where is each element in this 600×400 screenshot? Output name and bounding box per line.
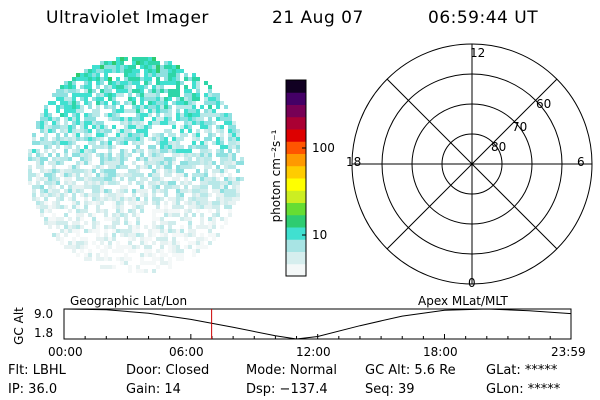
mlt-label-6: 6: [577, 155, 585, 169]
time-label: 06:59:44 UT: [428, 8, 539, 28]
colorbar-segment: [286, 239, 306, 252]
seq-status: Seq: 39: [365, 382, 415, 397]
colorbar-segment: [286, 263, 306, 277]
mlt-label-0: 0: [468, 276, 476, 290]
colorbar-segment: [286, 178, 306, 191]
instrument-title: Ultraviolet Imager: [46, 8, 209, 28]
filter-status: Flt: LBHL: [8, 363, 66, 378]
altitude-xtick-0000: 00:00: [48, 345, 83, 359]
colorbar-segment: [286, 202, 306, 216]
colorbar-segment: [286, 153, 306, 167]
colorbar-frame: [285, 79, 307, 277]
polar-diagonal-2: [386, 78, 558, 250]
colorbar-segment: [286, 104, 306, 118]
colorbar-segment: [286, 92, 306, 105]
date-label: 21 Aug 07: [272, 8, 364, 28]
lat-label-70: 70: [512, 120, 528, 134]
colorbar-tick-100: 100: [312, 141, 335, 155]
colorbar-segment: [286, 227, 306, 240]
colorbar-segment: [286, 165, 306, 179]
glat-status: GLat: *****: [486, 363, 558, 378]
gain-status: Gain: 14: [126, 382, 181, 397]
colorbar-segment: [286, 214, 306, 228]
altitude-xtick-2359: 23:59: [551, 345, 586, 359]
altitude-ytick-max: 9.0: [34, 307, 54, 321]
colorbar-tick-10: 10: [312, 228, 328, 242]
altitude-series-line: [63, 308, 572, 340]
colorbar-segment: [286, 80, 306, 93]
lat-label-60: 60: [536, 97, 552, 111]
ip-status: IP: 36.0: [8, 382, 58, 397]
altitude-ylabel: GC Alt: [12, 307, 26, 345]
dsp-status: Dsp: −137.4: [246, 382, 328, 397]
mode-status: Mode: Normal: [246, 363, 337, 378]
gc-alt-status: GC Alt: 5.6 Re: [365, 363, 456, 378]
colorbar-segment: [286, 251, 306, 265]
colorbar-segment: [286, 116, 306, 130]
lat-label-80: 80: [491, 140, 507, 154]
altitude-xtick-1200: 12:00: [296, 345, 331, 359]
mlt-label-12: 12: [470, 46, 486, 60]
altitude-xtick-1800: 18:00: [423, 345, 458, 359]
door-status: Door: Closed: [126, 363, 210, 378]
altitude-left-title: Geographic Lat/Lon: [70, 294, 188, 308]
altitude-ytick-min: 1.8: [34, 326, 54, 340]
colorbar-segment: [286, 190, 306, 203]
altitude-xtick-0600: 06:00: [169, 345, 204, 359]
uv-image-pixels: [28, 57, 244, 273]
colorbar-segment: [286, 129, 306, 142]
altitude-right-title: Apex MLat/MLT: [418, 294, 508, 308]
glon-status: GLon: *****: [486, 382, 561, 397]
colorbar-segment: [286, 141, 306, 154]
mlt-label-18: 18: [346, 155, 362, 169]
